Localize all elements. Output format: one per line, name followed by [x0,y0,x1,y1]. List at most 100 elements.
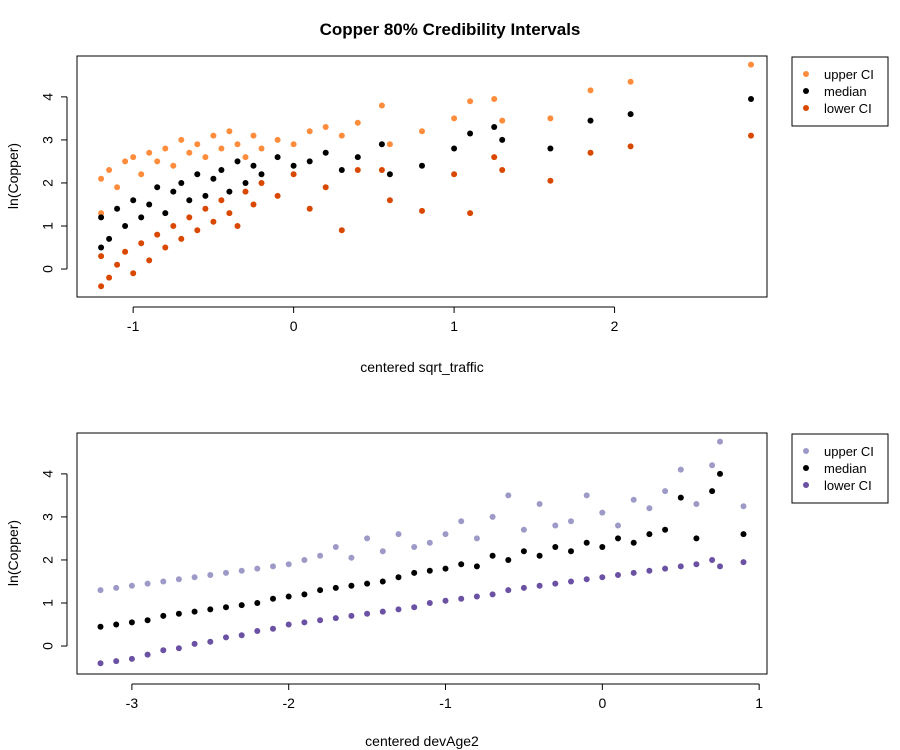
panel-traffic-point [178,235,185,242]
panel-devage: -3 -2 -1 0 1 0 1 2 3 4 centered devAge2 ln(Coppe… [5,432,889,749]
panel-traffic-point [467,98,474,105]
panel-devage-point [254,628,261,634]
panel-devage-x-label: centered devAge2 [365,733,479,749]
panel-traffic-legend-swatch [803,105,809,111]
panel-devage-point [348,582,355,589]
panel-traffic-point [587,149,594,156]
panel-devage-point [411,544,418,550]
panel-devage-point [630,496,637,503]
panel-traffic-legend-box [791,56,889,127]
panel-devage-point [583,576,590,583]
panel-traffic-point [290,141,297,148]
panel-traffic-point [258,145,265,152]
panel-devage-point [489,591,496,598]
panel-devage-point [207,638,214,645]
panel-devage-point [568,518,574,525]
panel-traffic-point [451,171,458,178]
panel-devage-legend-swatch [803,448,809,454]
panel-devage-point [270,595,276,602]
panel-traffic-x-tick-label: -1 [127,318,140,334]
panel-traffic-point [154,231,161,238]
panel-traffic-point [210,132,217,139]
panel-devage-point [505,492,512,499]
panel-traffic-point [234,158,241,165]
panel-traffic-point [274,136,281,143]
panel-devage-x-tick-label: -3 [126,695,139,711]
panel-traffic-point [162,145,169,152]
panel-traffic-series-2 [98,132,754,290]
panel-traffic-point [451,145,458,152]
panel-traffic-point [258,171,265,178]
panel-traffic-point [338,132,345,139]
panel-devage-point [536,501,543,507]
panel-traffic-point [587,87,594,94]
panel-traffic-point [322,184,329,191]
panel-devage-legend-label: lower CI [824,478,872,493]
panel-devage-point [160,612,167,619]
panel-traffic-point [242,188,249,195]
panel-traffic-point [98,175,105,182]
panel-devage-point [505,557,512,563]
panel-traffic-point [130,154,137,161]
panel-traffic-point [338,167,345,173]
panel-devage-point [473,535,480,542]
panel-traffic-legend-label: lower CI [824,101,872,116]
panel-devage-point [583,539,590,546]
panel-traffic-point [242,180,249,186]
panel-traffic-point [467,130,474,137]
panel-traffic-point [378,141,385,148]
panel-devage-plot-frame [76,432,768,675]
panel-traffic-point [106,167,113,173]
panel-devage-x-tick-label: -2 [282,695,295,711]
panel-devage-point [458,518,465,525]
panel-devage-point [144,580,151,587]
panel-devage-point [285,593,292,600]
panel-devage-point [630,539,637,546]
panel-devage-point [191,608,198,615]
panel-traffic-point [547,177,554,184]
panel-devage-y-tick-label: 4 [40,470,56,478]
panel-devage-point [317,617,324,624]
panel-traffic-point [290,171,297,178]
panel-devage-point [317,587,324,594]
panel-traffic-point [194,141,201,148]
panel-devage-legend-box [791,433,889,504]
panel-devage-point [97,623,104,630]
panel-devage-point [552,544,559,550]
panel-traffic-point [467,210,474,217]
panel-traffic-point [106,235,113,242]
chart-title: Copper 80% Credibility Intervals [320,20,581,39]
panel-devage-y-tick-label: 0 [40,642,56,650]
panel-devage-point [191,640,198,647]
panel-traffic-point [234,141,241,148]
panel-devage-point [677,466,684,473]
panel-traffic-point [162,244,169,251]
panel-traffic-point [451,115,458,122]
panel-traffic-point [98,210,105,217]
panel-devage-legend-label: upper CI [824,444,874,459]
panel-traffic-point [154,158,161,165]
panel-traffic-point [114,261,121,268]
panel-traffic-point [627,111,634,118]
panel-traffic-point [338,227,345,234]
panel-traffic-point [130,197,137,204]
panel-devage-x-axis: -3 -2 -1 0 1 [126,683,763,711]
panel-traffic-point [122,223,129,229]
panel-traffic-series-0 [98,61,754,217]
panel-devage-point [693,501,700,507]
panel-devage-point [473,593,480,600]
panel-devage-point [395,531,402,538]
panel-traffic-point [186,214,193,221]
panel-devage-point [599,544,606,550]
panel-traffic-point [250,132,257,139]
panel-devage-point [693,535,700,542]
panel-devage-point [662,526,669,533]
panel-traffic-legend-label: median [824,84,867,99]
panel-devage-point [426,539,433,546]
panel-devage-point [740,531,747,538]
panel-devage-point [207,606,214,613]
panel-devage-legend-label: median [824,461,867,476]
panel-devage-point [254,565,261,572]
panel-devage-point [599,509,606,516]
panel-devage-y-label: ln(Copper) [5,520,21,586]
